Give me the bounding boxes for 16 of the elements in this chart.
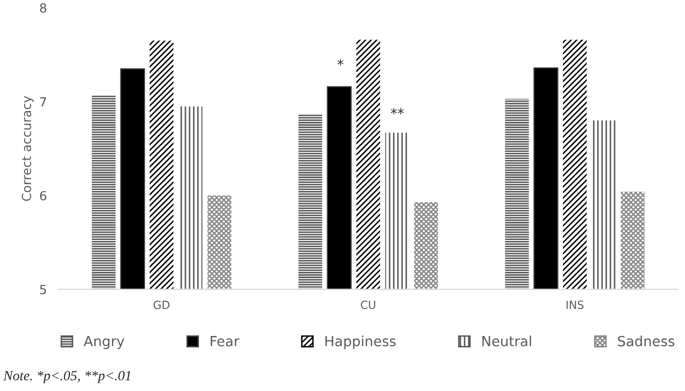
legend-label: Neutral: [482, 336, 532, 346]
y-tick-label: 7: [40, 97, 46, 106]
y-tick-label: 6: [40, 190, 46, 200]
text: Note. *p<.05, **p<.01: [3, 370, 130, 384]
legend-label: Sadness: [618, 336, 674, 346]
annotation: **: [390, 108, 404, 114]
legend-label: Fear: [210, 336, 240, 346]
legend-label: Angry: [84, 336, 124, 350]
y-tick-label: 8: [40, 3, 46, 13]
x-tick-label: INS: [566, 300, 584, 310]
annotation: *: [337, 59, 344, 66]
x-tick-label: CU: [360, 300, 376, 310]
legend-label: Happiness: [325, 336, 396, 350]
y-tick-label: 5: [40, 284, 46, 294]
x-tick-label: GD: [154, 300, 170, 310]
y-axis-title: Correct accuracy: [22, 96, 34, 201]
